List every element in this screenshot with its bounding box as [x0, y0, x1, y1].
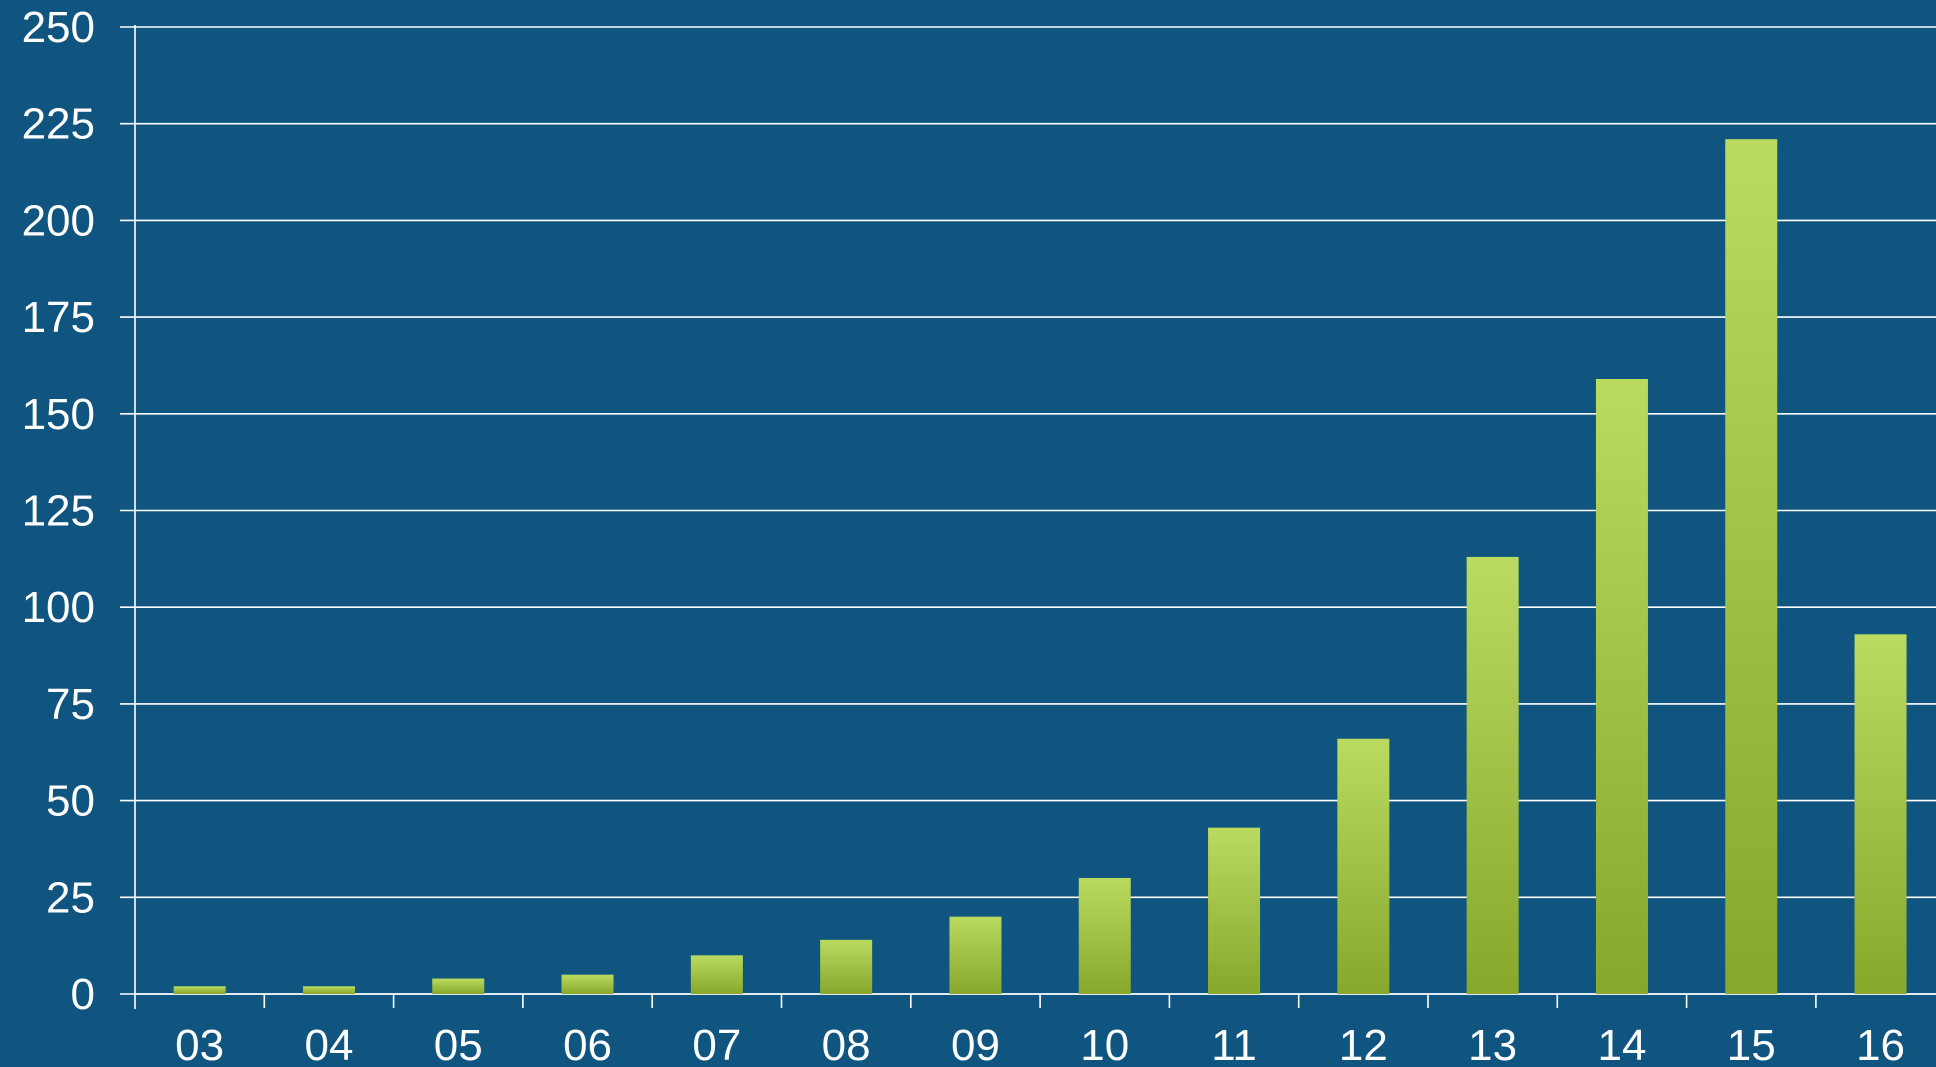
- x-tick-label: 08: [822, 1021, 871, 1067]
- x-tick-label: 11: [1211, 1021, 1257, 1067]
- bar-15: [1725, 139, 1778, 994]
- y-tick-label: 25: [46, 873, 95, 922]
- y-tick-label: 225: [22, 100, 95, 149]
- x-tick-label: 16: [1856, 1021, 1905, 1067]
- y-tick-label: 200: [22, 196, 95, 245]
- y-tick-label: 0: [71, 970, 95, 1019]
- bar-06: [561, 974, 614, 994]
- x-tick-label: 15: [1727, 1021, 1776, 1067]
- x-tick-label: 07: [692, 1021, 741, 1067]
- y-tick-label: 100: [22, 583, 95, 632]
- y-tick-label: 150: [22, 390, 95, 439]
- bar-12: [1337, 738, 1390, 994]
- bar-05: [432, 978, 485, 994]
- y-tick-label: 250: [22, 3, 95, 52]
- y-tick-label: 175: [22, 293, 95, 342]
- bar-04: [302, 986, 355, 994]
- bar-07: [690, 955, 743, 994]
- bar-08: [820, 939, 873, 994]
- y-axis: 0 25 50 75 100 125 150 175 200 225 250: [22, 3, 136, 1019]
- gridlines: [120, 26, 1936, 995]
- x-tick-label: 12: [1339, 1021, 1388, 1067]
- y-tick-label: 125: [22, 487, 95, 536]
- bar-03: [173, 986, 226, 994]
- bar-11: [1208, 827, 1261, 994]
- bar-16: [1854, 634, 1907, 994]
- bar-13: [1466, 556, 1519, 994]
- x-tick-label: 06: [563, 1021, 612, 1067]
- bars: [173, 139, 1907, 994]
- bar-10: [1078, 877, 1131, 994]
- x-tick-label: 14: [1597, 1021, 1646, 1067]
- x-axis: 03 04 05 06 07 08 09 10 11 12 13 14 15 16: [135, 993, 1936, 1067]
- y-tick-label: 75: [46, 680, 95, 729]
- y-tick-label: 50: [46, 777, 95, 826]
- x-tick-label: 03: [175, 1021, 224, 1067]
- x-tick-label: 13: [1468, 1021, 1517, 1067]
- bar-09: [949, 916, 1002, 994]
- x-tick-label: 05: [434, 1021, 483, 1067]
- x-tick-label: 04: [304, 1021, 353, 1067]
- x-tick-label: 09: [951, 1021, 1000, 1067]
- x-tick-label: 10: [1080, 1021, 1129, 1067]
- bar-14: [1595, 378, 1648, 994]
